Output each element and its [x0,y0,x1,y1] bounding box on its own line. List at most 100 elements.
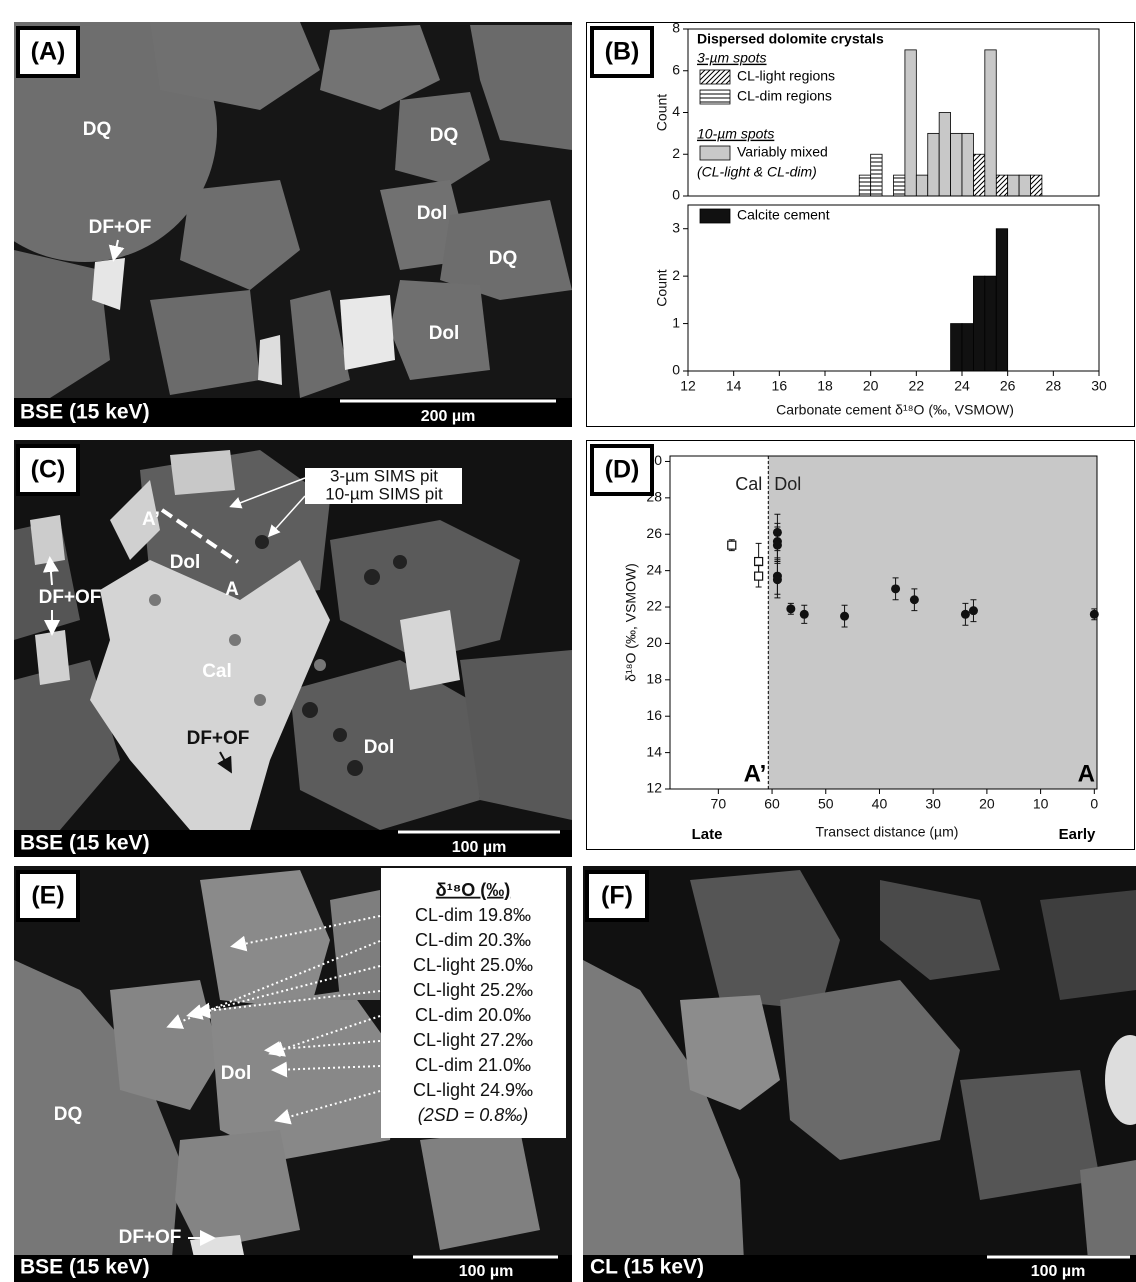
legend-title: Dispersed dolomite crystals [697,31,884,47]
y-tick-label: 1 [672,314,680,330]
grain-label: DQ [83,119,112,140]
measurement: CL-light 25.0‰ [413,955,533,975]
bar [939,113,950,197]
grain-label: Dol [364,737,395,758]
point [910,595,919,604]
scale-label: 100 µm [452,839,507,856]
grain-label: DF+OF [89,217,152,238]
legend-label: CL-light regions [737,68,835,84]
x-tick-label: 16 [772,378,788,394]
legend-note: (CL-light & CL-dim) [697,164,817,180]
point [773,541,782,550]
measurement: CL-dim 20.0‰ [415,1005,531,1025]
time-label: Late [692,826,723,843]
legend-label: Calcite cement [737,207,830,223]
x-tick-label: 0 [1090,796,1098,812]
point [728,541,736,549]
measurement: CL-light 25.2‰ [413,980,533,1000]
measurement: CL-light 27.2‰ [413,1030,533,1050]
x-tick-label: 70 [711,796,727,812]
figure: (A) DQ DQ Dol DQ Dol DF+OF BSE (15 keV) … [0,0,1136,1282]
bar [1031,175,1042,196]
bar [985,276,996,371]
bar [996,175,1007,196]
bar [916,175,927,196]
grain-label: DQ [489,248,518,269]
legend-swatch [700,209,730,223]
x-tick-label: 24 [954,378,970,394]
transect-end: A [225,579,239,600]
legend-group: 3-µm spots [697,50,767,66]
imaging-mode: BSE (15 keV) [20,1256,150,1279]
legend-group: 10-µm spots [697,126,774,142]
panel-c-image [14,440,572,857]
transect-end: A’ [744,760,767,787]
callout: 3-µm SIMS pit [330,466,438,485]
measurement: CL-light 24.9‰ [413,1080,533,1100]
x-tick-label: 30 [1091,378,1107,394]
panel-f-image [583,866,1136,1282]
y-axis-label: Count [654,94,670,131]
bar [871,154,882,196]
bar [905,50,916,196]
x-tick-label: 12 [680,378,696,394]
panel-label: (E) [31,882,64,910]
y-axis-label: Count [654,269,670,306]
grain-label: Dol [221,1063,252,1084]
point [800,610,809,619]
y-tick-label: 24 [646,561,662,577]
panel-frame [587,23,1135,427]
point [840,612,849,621]
grain-label: Cal [202,661,232,682]
x-tick-label: 20 [863,378,879,394]
bar [859,175,870,196]
grain-label: DQ [54,1104,83,1125]
y-tick-label: 4 [672,103,680,119]
y-tick-label: 26 [646,525,662,541]
x-tick-label: 14 [726,378,742,394]
scale-label: 200 µm [421,408,476,425]
grain-label: Dol [170,552,201,573]
panel-label: (D) [605,456,640,484]
point [1090,610,1099,619]
callout: 10-µm SIMS pit [325,484,443,503]
y-tick-label: 2 [672,267,680,283]
legend-label: Variably mixed [737,144,828,160]
scale-label: 100 µm [459,1263,514,1280]
x-tick-label: 22 [909,378,925,394]
point [969,606,978,615]
grain-label: DF+OF [39,587,102,608]
panel-a-image [0,0,572,427]
box-title: δ¹⁸O (‰) [436,880,510,900]
bar [973,276,984,371]
bar [973,154,984,196]
y-tick-label: 8 [672,20,680,36]
bar [962,324,973,371]
x-axis-label: Carbonate cement δ¹⁸O (‰, VSMOW) [776,402,1014,418]
bar [1019,175,1030,196]
grain-label: DF+OF [119,1227,182,1248]
panel-label: (A) [31,38,66,66]
measurement: CL-dim 21.0‰ [415,1055,531,1075]
legend-swatch [700,90,730,104]
dol-region [768,456,1097,789]
bar [951,324,962,371]
region-label: Cal [735,474,762,494]
imaging-mode: BSE (15 keV) [20,832,150,855]
x-tick-label: 10 [1033,796,1049,812]
grain-label: Dol [429,323,460,344]
panel-label: (C) [31,456,66,484]
scale-label: 100 µm [1031,1263,1086,1280]
x-tick-label: 20 [979,796,995,812]
point [961,610,970,619]
measurement: CL-dim 19.8‰ [415,905,531,925]
point [891,584,900,593]
y-axis-label: δ¹⁸O (‰, VSMOW) [623,563,639,682]
y-tick-label: 6 [672,61,680,77]
time-label: Early [1059,826,1096,843]
transect-end: A [1078,760,1095,787]
y-tick-label: 3 [672,219,680,235]
measurement: CL-dim 20.3‰ [415,930,531,950]
bar [985,50,996,196]
bar [962,133,973,196]
